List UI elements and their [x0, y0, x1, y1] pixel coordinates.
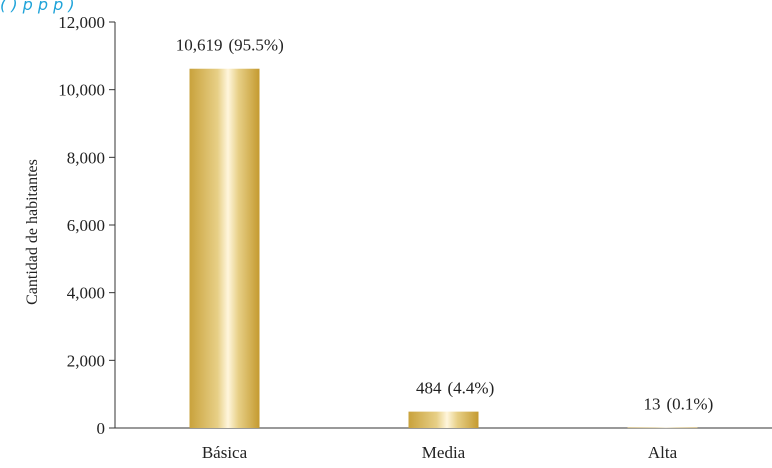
bar-alta [627, 427, 698, 429]
bars [189, 68, 698, 429]
y-tick-label: 2,000 [67, 351, 105, 370]
x-category-label: Media [422, 443, 466, 462]
y-tick-label: 12,000 [58, 13, 105, 32]
y-tick-label: 0 [97, 419, 106, 438]
y-tick-label: 10,000 [58, 81, 105, 100]
category-labels: Básica Media Alta [202, 443, 678, 462]
bar-percent-label: (95.5%) [229, 36, 284, 55]
x-category-label: Básica [202, 443, 248, 462]
y-tick-label: 6,000 [67, 216, 105, 235]
y-tick-label: 4,000 [67, 284, 105, 303]
y-axis-title: Cantidad de habitantes [24, 159, 41, 305]
bar-value-label: 10,619 [176, 36, 223, 55]
y-ticks: 0 2,000 4,000 6,000 8,000 10,000 12,000 [58, 13, 115, 438]
bar-percent-label: (4.4%) [448, 379, 495, 398]
bar-value-label: 484 [416, 379, 442, 398]
chart-title-fragment: ( ) p p p ) [0, 0, 75, 14]
bar-labels: 10,619 (95.5%) 484 (4.4%) 13 (0.1%) [176, 36, 713, 414]
bar-value-label: 13 [644, 395, 661, 414]
y-tick-label: 8,000 [67, 148, 105, 167]
x-category-label: Alta [648, 443, 678, 462]
bar-percent-label: (0.1%) [667, 395, 714, 414]
bar-media [408, 411, 479, 428]
bar-básica [189, 68, 260, 429]
